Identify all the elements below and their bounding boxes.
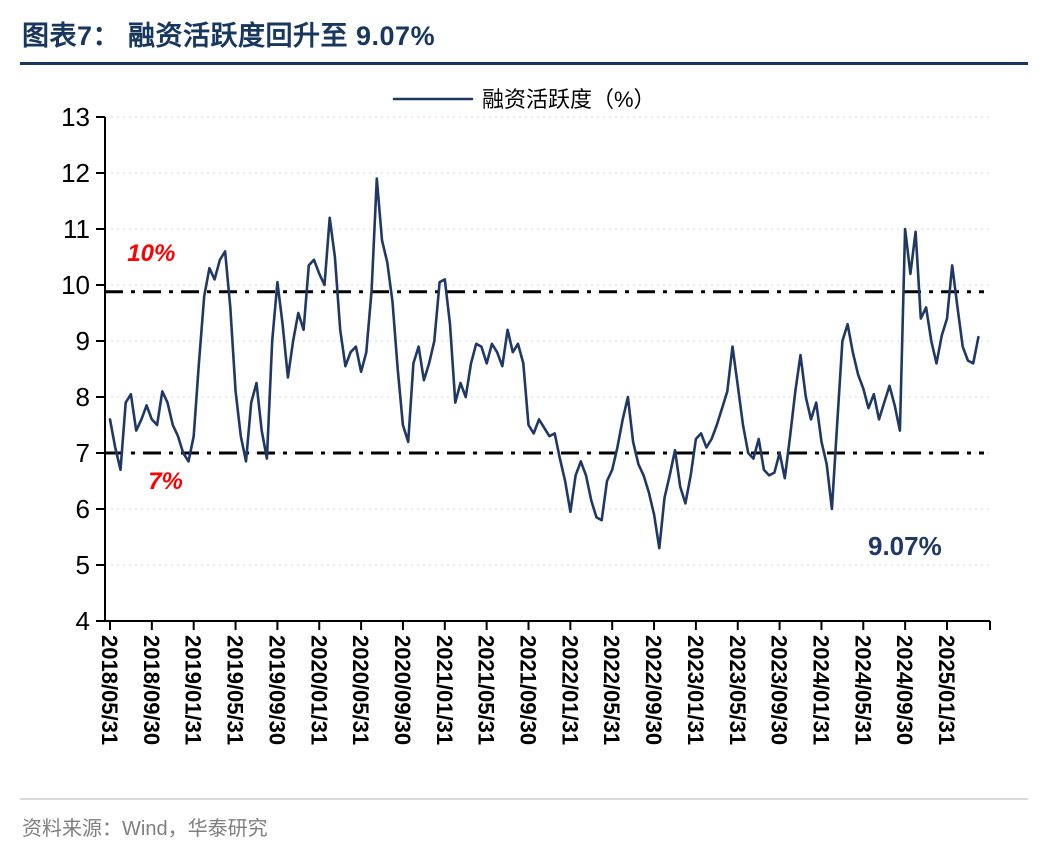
source-note-text: 资料来源：Wind，华泰研究 — [22, 818, 268, 840]
x-tick-label: 2019/01/31 — [181, 635, 206, 745]
line-chart: 4 5 6 7 8 9 10 11 12 13 2018/05/31 2018/09/30 2019/0… — [61, 87, 991, 745]
y-tick-label: 5 — [76, 550, 90, 580]
annotation-7%: 7% — [148, 468, 183, 495]
x-tick-label: 2022/05/31 — [599, 635, 624, 745]
y-tick-label: 9 — [76, 326, 90, 356]
axes — [96, 116, 991, 630]
chart-area: 4 5 6 7 8 9 10 11 12 13 2018/05/31 2018/09/30 2019/0… — [0, 65, 1048, 798]
legend: 融资活跃度（%） — [392, 87, 656, 112]
x-tick-label: 2020/05/31 — [348, 635, 373, 745]
y-tick-label: 11 — [63, 214, 90, 244]
x-tick-label: 2023/05/31 — [725, 635, 750, 745]
gridlines — [105, 116, 990, 566]
x-tick-label: 2022/09/30 — [641, 635, 666, 745]
x-tick-label: 2021/09/30 — [516, 635, 541, 745]
y-tick-label: 13 — [61, 102, 90, 132]
x-tick-label: 2025/01/31 — [934, 635, 959, 745]
x-tick-label: 2023/01/31 — [683, 635, 708, 745]
x-tick-label: 2018/09/30 — [139, 635, 164, 745]
x-tick-label: 2018/05/31 — [97, 635, 122, 745]
series-line — [108, 177, 980, 550]
x-tick-label: 2020/01/31 — [306, 635, 331, 745]
figure-title: 图表7： 融资活跃度回升至 9.07% — [20, 0, 1028, 65]
x-tick-label: 2020/09/30 — [390, 635, 415, 745]
legend-label: 融资活跃度（%） — [482, 87, 656, 112]
x-tick-label: 2021/05/31 — [474, 635, 499, 745]
y-tick-label: 7 — [76, 438, 90, 468]
x-tick-label: 2019/09/30 — [264, 635, 289, 745]
y-tick-label: 10 — [61, 270, 90, 300]
x-tick-label: 2024/09/30 — [892, 635, 917, 745]
x-tick-label: 2023/09/30 — [767, 635, 792, 745]
y-tick-label: 6 — [76, 494, 90, 524]
x-tick-label: 2024/01/31 — [808, 635, 833, 745]
x-tick-label: 2019/05/31 — [223, 635, 248, 745]
annotations: 10% 7% 9.07% — [127, 240, 941, 561]
annotation-9.07%: 9.07% — [868, 531, 942, 561]
source-note: 资料来源：Wind，华泰研究 — [20, 798, 1028, 841]
x-tick-label: 2021/01/31 — [432, 635, 457, 745]
y-tick-label: 4 — [76, 606, 90, 636]
figure-title-text: 图表7： 融资活跃度回升至 9.07% — [22, 21, 436, 51]
annotation-10%: 10% — [127, 240, 175, 267]
y-tick-label: 12 — [61, 158, 90, 188]
y-tick-label: 8 — [76, 382, 90, 412]
x-tick-label: 2024/05/31 — [850, 635, 875, 745]
x-tick-label: 2022/01/31 — [557, 635, 582, 745]
reference-lines — [105, 290, 984, 455]
series-line-path — [108, 177, 980, 550]
axis-labels: 4 5 6 7 8 9 10 11 12 13 2018/05/31 2018/09/30 2019/0… — [61, 102, 959, 745]
